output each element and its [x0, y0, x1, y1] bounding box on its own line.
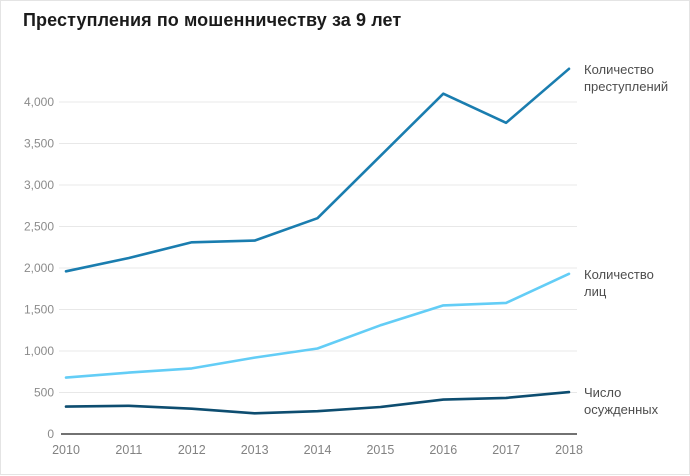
y-axis-tick-label: 3,500 — [24, 137, 54, 151]
series-line-1 — [64, 272, 571, 379]
series-label-line: Количество — [584, 267, 654, 282]
y-axis-tick-label: 2,500 — [24, 220, 54, 234]
x-axis-tick-label: 2014 — [304, 443, 332, 457]
series-label-2: Число осужденных — [584, 384, 688, 418]
series-label-line: Число — [584, 385, 622, 400]
y-axis-tick-label: 4,000 — [24, 95, 54, 109]
y-axis-tick-label: 1,500 — [24, 303, 54, 317]
x-axis-tick-label: 2011 — [115, 443, 142, 457]
x-axis-tick-label: 2017 — [492, 443, 520, 457]
x-axis-tick-label: 2015 — [366, 443, 394, 457]
x-axis-tick-label: 2010 — [52, 443, 80, 457]
series-line-2 — [64, 390, 571, 415]
series-line-0 — [64, 67, 571, 273]
x-axis-tick-label: 2016 — [429, 443, 457, 457]
series-label-1: Количество лиц — [584, 266, 688, 300]
series-label-line: лиц — [584, 284, 607, 299]
series-label-line: преступлений — [584, 79, 669, 94]
x-axis-tick-label: 2012 — [178, 443, 206, 457]
y-axis-tick-label: 2,000 — [24, 261, 54, 275]
series-label-line: Количество — [584, 62, 654, 77]
series-label-0: Количество преступлений — [584, 61, 688, 95]
chart-title: Преступления по мошенничеству за 9 лет — [23, 10, 402, 30]
y-axis-tick-label: 3,000 — [24, 178, 54, 192]
y-axis-tick-label: 0 — [47, 427, 54, 441]
x-axis-tick-label: 2018 — [555, 443, 583, 457]
y-axis-tick-label: 500 — [34, 386, 54, 400]
series-label-line: осужденных — [584, 402, 659, 417]
y-axis-tick-label: 1,000 — [24, 344, 54, 358]
x-axis-tick-label: 2013 — [241, 443, 269, 457]
